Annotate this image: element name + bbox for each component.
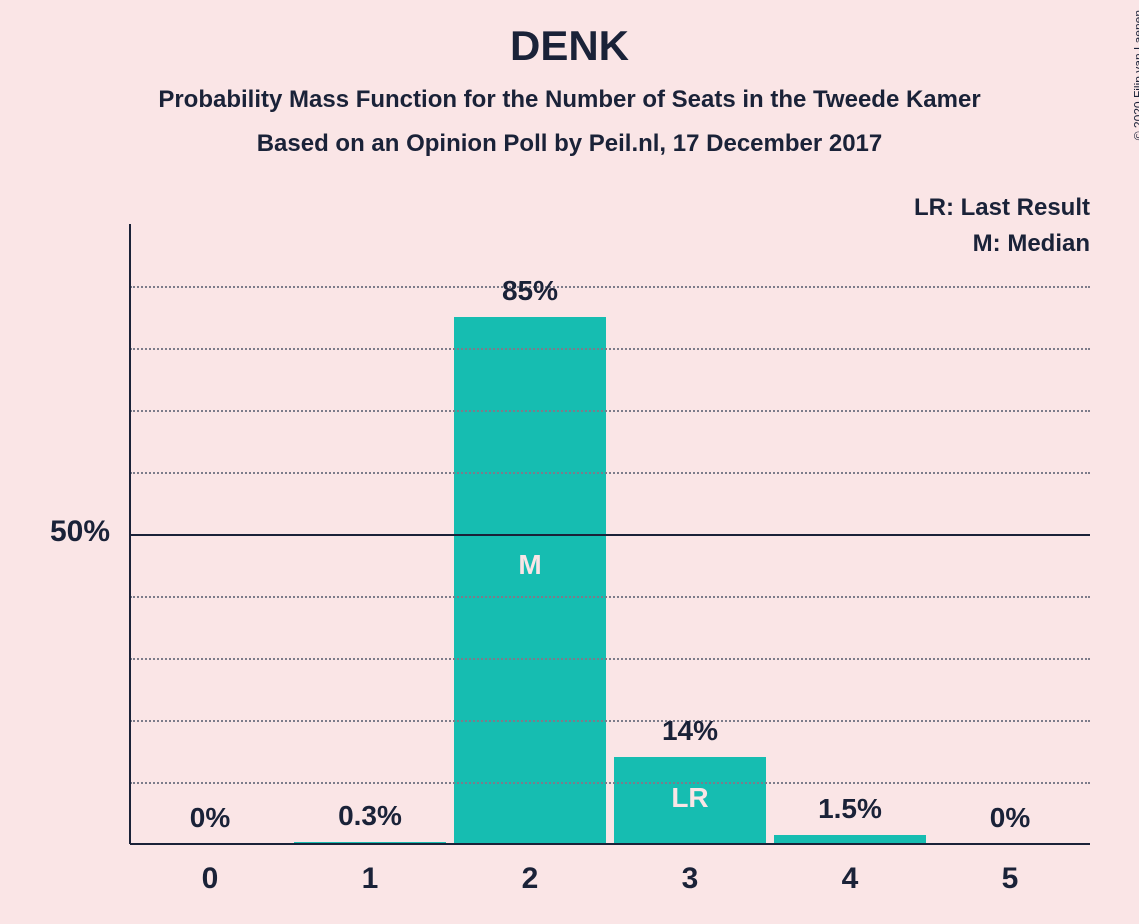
gridline [130, 596, 1090, 598]
x-axis-label: 1 [290, 862, 450, 896]
chart-plot-area: MLR [130, 224, 1090, 844]
y-axis-line [129, 224, 131, 844]
gridline [130, 782, 1090, 784]
grid-container [130, 224, 1090, 844]
x-axis-label: 5 [930, 862, 1090, 896]
gridline [130, 472, 1090, 474]
chart-title: DENK [0, 22, 1139, 70]
bar-value-label: 0.3% [290, 800, 450, 832]
bar-value-label: 1.5% [770, 793, 930, 825]
gridline [130, 348, 1090, 350]
legend-lr: LR: Last Result [914, 194, 1090, 222]
gridline [130, 286, 1090, 288]
bar-value-label: 0% [130, 802, 290, 834]
x-axis-label: 2 [450, 862, 610, 896]
bar-value-label: 85% [450, 275, 610, 307]
y-axis-label-50: 50% [0, 515, 110, 549]
bar-value-label: 0% [930, 802, 1090, 834]
chart-subtitle-2: Based on an Opinion Poll by Peil.nl, 17 … [0, 130, 1139, 158]
x-axis-label: 0 [130, 862, 290, 896]
gridline [130, 534, 1090, 536]
x-axis-line [130, 843, 1090, 845]
x-axis-label: 4 [770, 862, 930, 896]
gridline [130, 658, 1090, 660]
legend-m: M: Median [973, 230, 1090, 258]
gridline [130, 410, 1090, 412]
bar-value-label: 14% [610, 715, 770, 747]
chart-subtitle-1: Probability Mass Function for the Number… [0, 86, 1139, 114]
x-axis-label: 3 [610, 862, 770, 896]
copyright-text: © 2020 Filip van Laenen [1131, 10, 1139, 140]
